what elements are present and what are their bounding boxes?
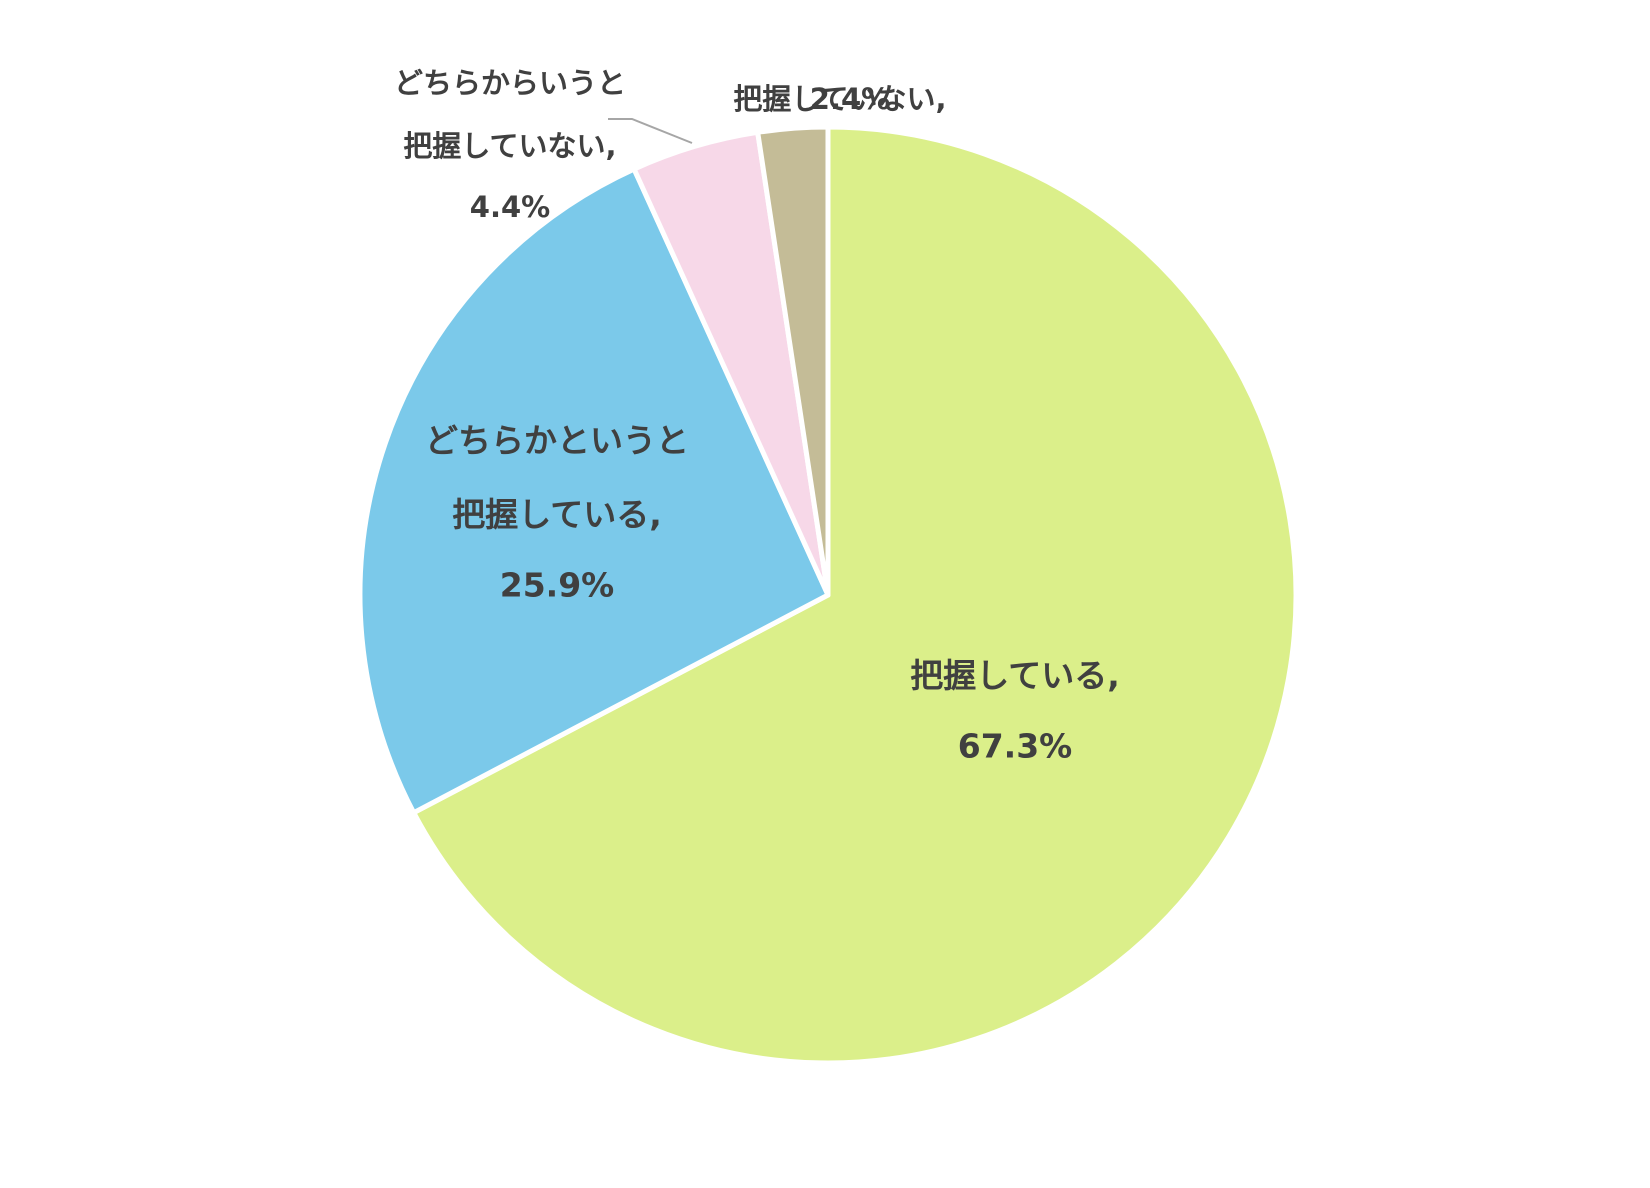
pie-slice [755, 124, 831, 598]
label-line: どちらからいうと [394, 66, 626, 100]
value-label: 25.9% [500, 566, 615, 605]
label-line: 把握していない, [403, 129, 616, 163]
category-label: 把握していない, [733, 82, 946, 116]
category-label: 把握している, [910, 656, 1120, 695]
pie-slice [357, 166, 831, 816]
label-line: 把握している, [452, 495, 662, 534]
pie-slice [411, 124, 1299, 1066]
category-label: どちらかというと把握している, [425, 421, 689, 534]
value-label: 2.4% [810, 82, 890, 116]
label-line: 把握している, [910, 656, 1120, 695]
value-label: 4.4% [470, 190, 550, 224]
label-line: どちらかというと [425, 421, 689, 460]
category-label: どちらからいうと把握していない, [394, 66, 626, 163]
leader-line [608, 118, 693, 144]
value-label: 67.3% [958, 727, 1073, 766]
label-line: 把握していない, [733, 82, 946, 116]
